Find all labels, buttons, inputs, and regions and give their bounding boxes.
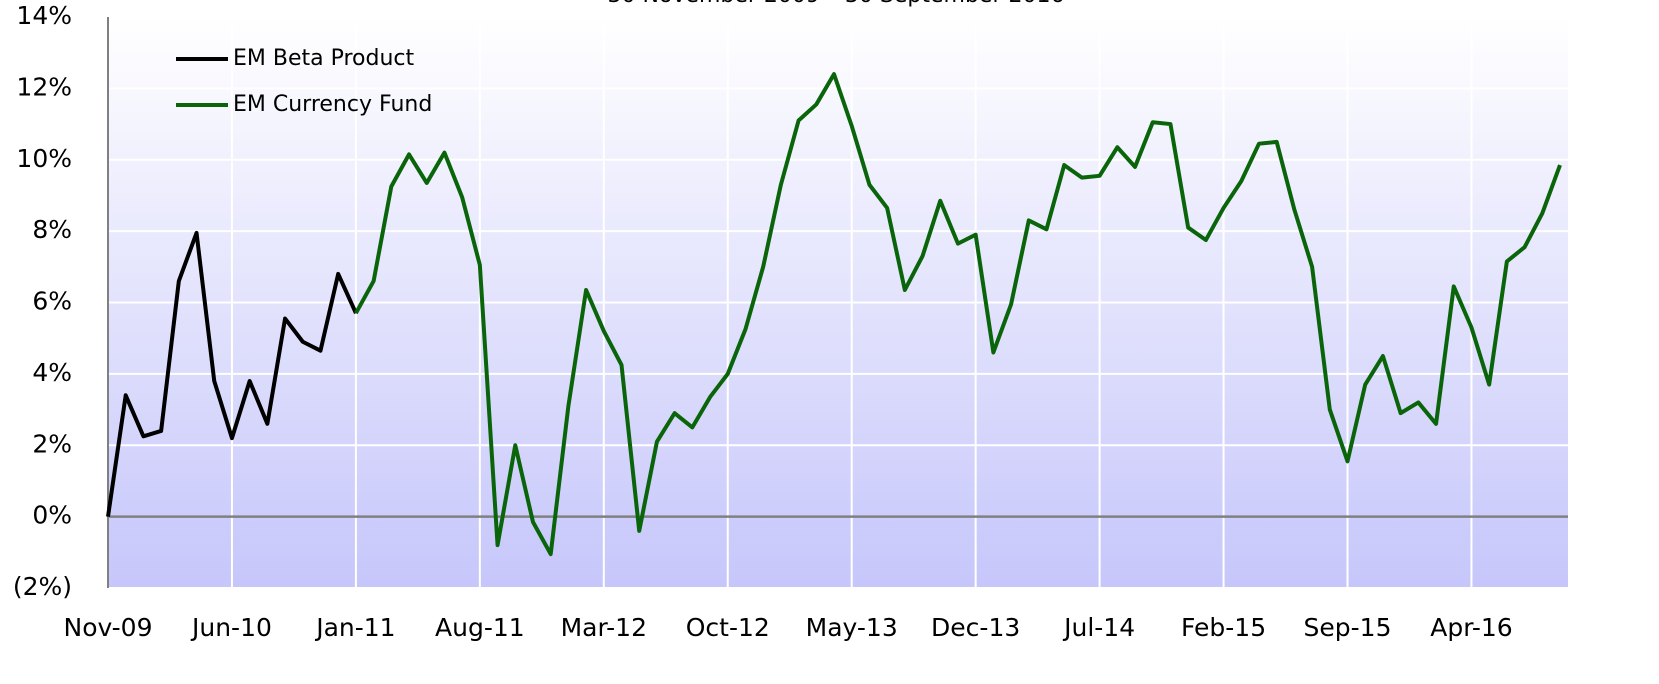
chart-subtitle: 30 November 2009 – 30 September 2016 [608,0,1065,8]
x-tick-label: Dec-13 [931,613,1020,642]
series-line [354,72,1562,557]
x-tick-label: Jul-14 [1062,613,1135,642]
x-tick-label: Oct-12 [686,613,770,642]
y-tick-label: 2% [32,429,72,458]
y-tick-label: 4% [32,358,72,387]
y-tick-label: (2%) [13,572,72,601]
series-line [106,230,358,517]
y-tick-label: 6% [32,287,72,316]
x-tick-label: Aug-11 [435,613,525,642]
x-tick-label: Feb-15 [1181,613,1266,642]
y-tick-label: 8% [32,215,72,244]
x-tick-label: May-13 [806,613,898,642]
x-tick-label: Jun-10 [190,613,272,642]
y-tick-label: 14% [16,1,72,30]
y-tick-label: 12% [16,72,72,101]
x-tick-label: Apr-16 [1430,613,1512,642]
y-tick-label: 10% [16,144,72,173]
x-tick-label: Nov-09 [64,613,153,642]
legend-label: EM Beta Product [233,46,415,71]
x-tick-label: Sep-15 [1304,613,1392,642]
legend-label: EM Currency Fund [233,92,432,117]
y-tick-label: 0% [32,501,72,530]
x-tick-label: Jan-11 [314,613,395,642]
x-tick-label: Mar-12 [561,613,647,642]
